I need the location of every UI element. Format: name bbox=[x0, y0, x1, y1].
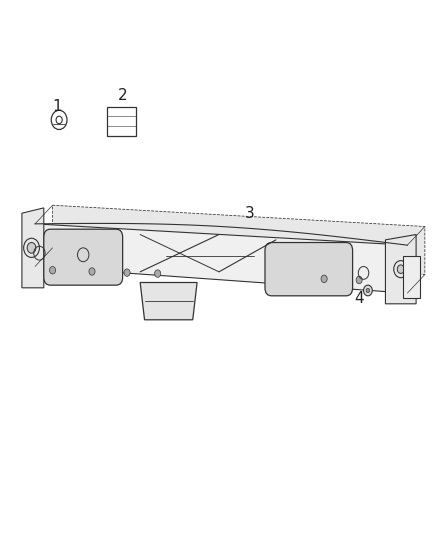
Text: 1: 1 bbox=[52, 99, 62, 114]
FancyBboxPatch shape bbox=[44, 229, 123, 285]
Circle shape bbox=[364, 285, 372, 296]
Polygon shape bbox=[22, 208, 44, 288]
Polygon shape bbox=[403, 256, 420, 298]
Circle shape bbox=[27, 243, 36, 253]
Text: 2: 2 bbox=[118, 88, 127, 103]
Circle shape bbox=[321, 275, 327, 282]
Text: 3: 3 bbox=[245, 206, 254, 221]
Text: 4: 4 bbox=[354, 291, 364, 306]
Circle shape bbox=[89, 268, 95, 275]
Polygon shape bbox=[385, 235, 416, 304]
Bar bbox=[107, 107, 136, 136]
Circle shape bbox=[124, 269, 130, 276]
Circle shape bbox=[356, 276, 362, 284]
FancyBboxPatch shape bbox=[265, 243, 353, 296]
Circle shape bbox=[366, 288, 370, 293]
Circle shape bbox=[155, 270, 161, 277]
Polygon shape bbox=[53, 205, 425, 274]
Polygon shape bbox=[140, 282, 197, 320]
Circle shape bbox=[49, 266, 56, 274]
Polygon shape bbox=[35, 224, 407, 293]
Circle shape bbox=[397, 265, 404, 273]
